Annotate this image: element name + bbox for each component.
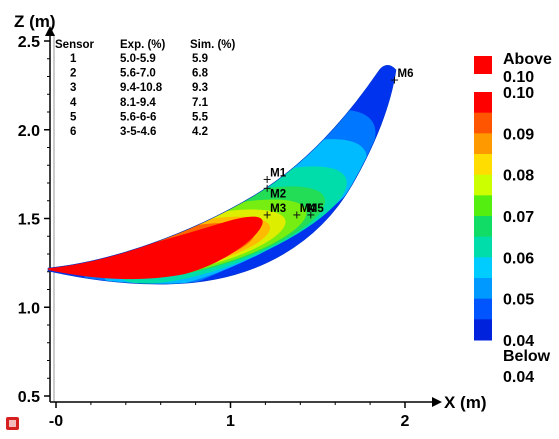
table-cell: 5.6-7.0 xyxy=(120,68,156,80)
app-corner-icon xyxy=(6,417,19,430)
colorbar-band xyxy=(474,216,492,238)
table-header: Sensor xyxy=(55,39,95,51)
colorbar-tick-label: 0.10 xyxy=(503,85,534,102)
colorbar-above-label: Above xyxy=(503,51,552,68)
colorbar-tick-label: 0.09 xyxy=(503,126,534,143)
colorbar-above-value: 0.10 xyxy=(503,69,534,86)
sensor-table: Sensor Exp. (%) Sim. (%) 1 5.0-5.9 5.9 2 5.6-7.… xyxy=(55,39,236,138)
colorbar-band xyxy=(474,133,492,155)
y-axis-label: Z (m) xyxy=(14,12,56,31)
sensor-marker-m6: M6 xyxy=(391,68,414,84)
colorbar-band xyxy=(474,257,492,279)
colorbar-band xyxy=(474,92,492,114)
table-cell: 3 xyxy=(70,82,76,94)
sensor-marker-m1: M1 xyxy=(263,167,287,183)
colorbar-ticks: 0.10 0.09 0.08 0.07 0.06 0.05 0.04 xyxy=(503,85,534,350)
y-tick-label: 1.5 xyxy=(18,212,40,229)
sensor-marker-m3: M3 xyxy=(263,203,286,219)
y-tick-label: 2.0 xyxy=(18,123,40,140)
y-tick-label: 0.5 xyxy=(18,389,40,406)
colorbar-band xyxy=(474,298,492,320)
table-cell: 6.8 xyxy=(192,68,209,80)
sensor-label: M6 xyxy=(398,68,414,80)
table-cell: 5.5 xyxy=(192,111,209,123)
table-cell: 6 xyxy=(70,126,76,138)
table-cell: 4.2 xyxy=(192,126,208,138)
table-cell: 1 xyxy=(70,53,77,65)
sensor-marker-m4: M4 xyxy=(293,203,316,219)
colorbar-below-value: 0.04 xyxy=(503,369,534,386)
sensor-label: M4 xyxy=(300,203,317,215)
table-cell: 5.0-5.9 xyxy=(120,53,156,65)
contour-band-above-0.10 xyxy=(48,216,263,280)
colorbar-bands xyxy=(474,92,492,341)
contour-band-0.05 xyxy=(84,109,376,285)
axes: 0.5 1.0 1.5 2.0 2.5 -0 1 2 Z (m) X (m) xyxy=(14,12,487,430)
x-tick-label: -0 xyxy=(49,413,63,430)
colorbar-band xyxy=(474,236,492,258)
y-tick-label: 1.0 xyxy=(18,300,40,317)
y-axis-arrow xyxy=(45,26,55,36)
colorbar-band xyxy=(474,195,492,217)
table-cell: 5.6-6-6 xyxy=(120,111,156,123)
colorbar-band xyxy=(474,154,492,176)
sensor-marker-m2: M2 xyxy=(263,184,286,200)
colorbar-band xyxy=(474,174,492,196)
table-cell: 5.9 xyxy=(192,53,208,65)
x-tick-label: 2 xyxy=(401,413,410,430)
table-cell: 9.4-10.8 xyxy=(120,82,163,94)
table-header: Sim. (%) xyxy=(190,39,236,51)
y-ticks: 0.5 1.0 1.5 2.0 2.5 xyxy=(18,34,50,406)
contour-field xyxy=(48,65,396,285)
x-axis-arrow xyxy=(432,397,442,407)
table-cell: 9.3 xyxy=(192,82,208,94)
table-cell: 8.1-9.4 xyxy=(120,97,156,109)
x-axis-label: X (m) xyxy=(444,393,487,412)
y-tick-label: 2.5 xyxy=(18,34,40,51)
colorbar-tick-label: 0.04 xyxy=(503,333,534,350)
table-cell: 5 xyxy=(70,111,77,123)
x-ticks: -0 1 2 xyxy=(49,402,410,430)
colorbar-above-swatch xyxy=(474,56,492,74)
colorbar-below-label: Below xyxy=(503,348,551,365)
sensor-label: M3 xyxy=(270,203,286,215)
table-cell: 2 xyxy=(70,68,76,80)
colorbar-band xyxy=(474,112,492,134)
table-cell: 4 xyxy=(70,97,77,109)
table-cell: 7.1 xyxy=(192,97,209,109)
table-header: Exp. (%) xyxy=(120,39,166,51)
colorbar-tick-label: 0.08 xyxy=(503,168,534,185)
sensor-label: M2 xyxy=(270,188,286,200)
colorbar: Above 0.10 0.100.090.080.070.060.050.04 … xyxy=(474,51,552,386)
colorbar-tick-label: 0.05 xyxy=(503,292,534,309)
x-tick-label: 1 xyxy=(226,413,235,430)
colorbar-band xyxy=(474,278,492,300)
colorbar-tick-label: 0.06 xyxy=(503,250,534,267)
colorbar-band xyxy=(474,319,492,341)
sensor-label: M1 xyxy=(270,167,287,179)
table-cell: 3-5-4.6 xyxy=(120,126,156,138)
sensor-marker-m5: M5 xyxy=(307,203,324,219)
sensor-label: M5 xyxy=(308,203,325,215)
colorbar-tick-label: 0.07 xyxy=(503,209,534,226)
